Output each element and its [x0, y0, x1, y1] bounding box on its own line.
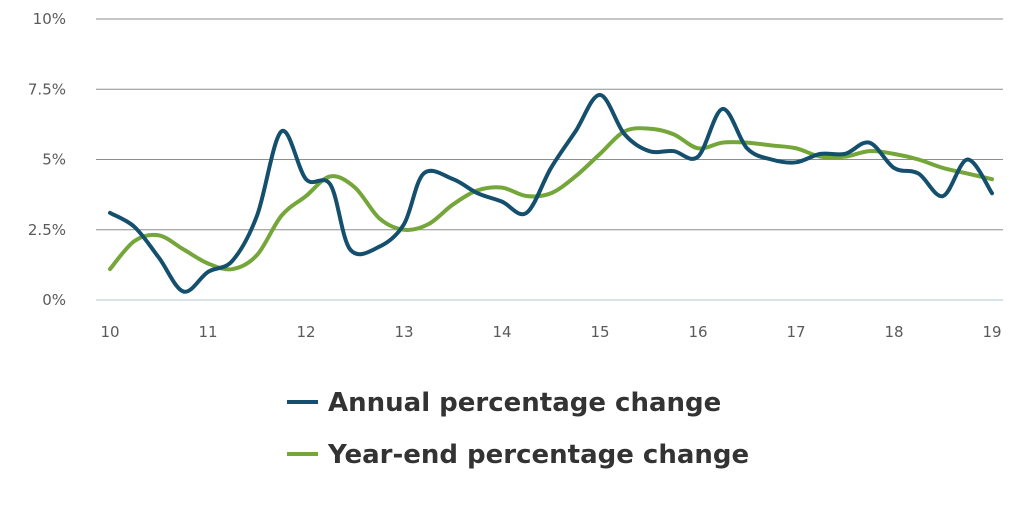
legend-label-annual: Annual percentage change: [328, 388, 721, 418]
x-tick-label: 18: [884, 323, 903, 341]
x-tick-label: 12: [296, 323, 315, 341]
x-tick-label: 15: [590, 323, 609, 341]
grid-lines: [96, 18, 1003, 301]
y-tick-label: 10%: [33, 10, 66, 28]
series-line-annual: [108, 92, 994, 294]
y-tick-label: 7.5%: [28, 80, 66, 98]
legend-label-year-end: Year-end percentage change: [327, 440, 749, 470]
legend: Annual percentage change Year-end percen…: [287, 388, 749, 470]
series-lines: [108, 92, 994, 294]
x-tick-label: 11: [198, 323, 217, 341]
x-axis-tick-labels: 10 11 12 13 14 15 16 17 18 19: [100, 323, 1001, 341]
y-tick-label: 2.5%: [28, 221, 66, 239]
y-tick-label: 5%: [42, 151, 66, 169]
x-tick-label: 10: [100, 323, 119, 341]
series-line-year-end: [108, 126, 994, 272]
x-tick-label: 16: [688, 323, 707, 341]
x-tick-label: 13: [394, 323, 413, 341]
x-tick-label: 17: [786, 323, 805, 341]
legend-item-year-end: Year-end percentage change: [287, 440, 749, 470]
x-tick-label: 19: [982, 323, 1001, 341]
legend-item-annual: Annual percentage change: [287, 388, 721, 418]
y-axis-tick-labels: 0% 2.5% 5% 7.5% 10%: [28, 10, 66, 309]
x-tick-label: 14: [492, 323, 511, 341]
y-tick-label: 0%: [42, 291, 66, 309]
